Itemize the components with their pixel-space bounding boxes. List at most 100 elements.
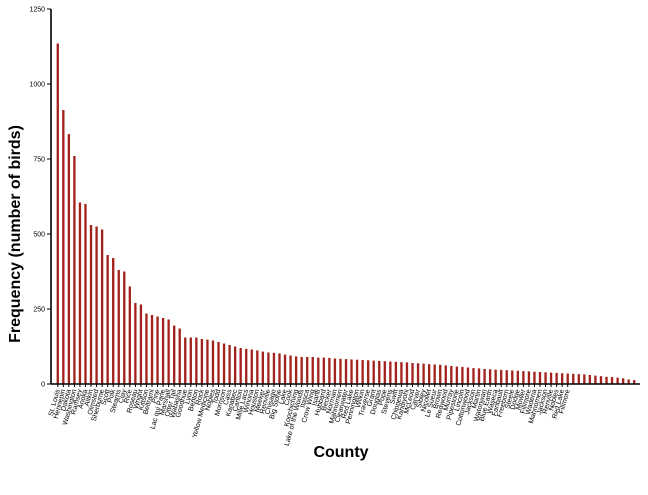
bar [444, 365, 447, 384]
y-tick-label: 750 [33, 157, 45, 164]
bar [211, 340, 215, 384]
bar [389, 361, 392, 384]
bar [233, 346, 237, 384]
bar [577, 374, 580, 384]
bar [117, 270, 120, 384]
bar [322, 357, 325, 384]
x-tick-label: Brown [432, 389, 444, 410]
bar [161, 318, 165, 384]
y-tick-label: 1250 [29, 7, 45, 14]
x-tick-label: Todd [212, 389, 223, 406]
bar [522, 371, 525, 384]
bar [134, 303, 137, 384]
x-tick-label: Steele [504, 389, 516, 410]
bar [239, 348, 242, 384]
x-tick-label: Wright [133, 389, 145, 410]
x-axis-ticks: St. LouisHennepinDakotaWashingtonRamseyA… [48, 384, 572, 447]
bar [317, 357, 320, 384]
bar [167, 319, 170, 384]
x-tick-label: Rice [123, 389, 133, 404]
bar [156, 316, 159, 384]
bar [311, 357, 314, 384]
bar [488, 369, 492, 384]
bar [62, 110, 65, 384]
bar [627, 379, 630, 384]
bar [67, 134, 71, 384]
bar [378, 360, 381, 384]
bar [333, 358, 337, 384]
bar [78, 202, 82, 384]
bar [189, 337, 192, 384]
bar [588, 375, 592, 384]
x-tick-label: Sibley [416, 388, 428, 409]
bar [533, 371, 536, 384]
bar [599, 376, 603, 384]
bar [339, 358, 342, 384]
bar [112, 258, 115, 384]
bar [416, 363, 420, 384]
x-tick-label: Wilkin [355, 389, 367, 409]
bar [294, 356, 298, 384]
bar [250, 349, 253, 384]
bar [350, 359, 353, 384]
bar [123, 271, 126, 384]
bar [283, 354, 287, 384]
bar [344, 359, 348, 384]
bar [494, 369, 497, 384]
bar [228, 345, 231, 384]
bar [145, 313, 148, 384]
bar [605, 376, 608, 384]
bar [633, 380, 636, 384]
bar [300, 357, 303, 384]
bar [261, 351, 265, 384]
bars-group [56, 43, 636, 384]
bar [594, 375, 597, 384]
y-axis-ticks: 0 250 500 750 1000 1250 [29, 7, 51, 389]
bar [73, 156, 76, 384]
bar [455, 366, 459, 384]
bar [278, 353, 281, 384]
x-tick-label: Cook [284, 388, 295, 406]
bar [355, 359, 359, 384]
bar [439, 364, 442, 384]
bar [206, 339, 209, 384]
bar [538, 372, 542, 384]
bar [272, 352, 276, 384]
bar [450, 366, 453, 384]
bar [561, 373, 564, 384]
bar [361, 360, 364, 384]
x-tick-label: Cass [223, 388, 234, 406]
bar [217, 342, 220, 384]
x-tick-label: Polk [107, 388, 117, 403]
bar [400, 362, 403, 384]
y-tick-label: 1000 [29, 82, 45, 89]
bar [367, 360, 370, 384]
bar [472, 368, 475, 384]
bar [56, 43, 59, 384]
bar [394, 361, 398, 384]
x-tick-label: Isanti [311, 388, 322, 406]
bar [222, 343, 226, 384]
x-tick-label: Aitkin [84, 389, 95, 407]
bar [106, 255, 109, 384]
x-tick-label: Pine [151, 389, 161, 404]
bar [572, 373, 575, 384]
bar [511, 370, 514, 384]
x-tick-label: Pope [378, 389, 389, 407]
bar [555, 372, 558, 384]
bar [173, 325, 176, 384]
bar [477, 368, 481, 384]
bar [184, 337, 187, 384]
bar [411, 363, 414, 384]
bar [422, 363, 425, 384]
bar [100, 229, 104, 384]
bar [84, 204, 87, 384]
bar [306, 357, 309, 384]
y-axis-title: Frequency (number of birds) [7, 125, 24, 343]
bar [95, 226, 98, 384]
bar [505, 370, 508, 384]
bar [427, 364, 431, 384]
x-tick-label: Swift [389, 389, 400, 406]
bar [461, 366, 464, 384]
x-tick-label: Lyon [184, 389, 195, 405]
